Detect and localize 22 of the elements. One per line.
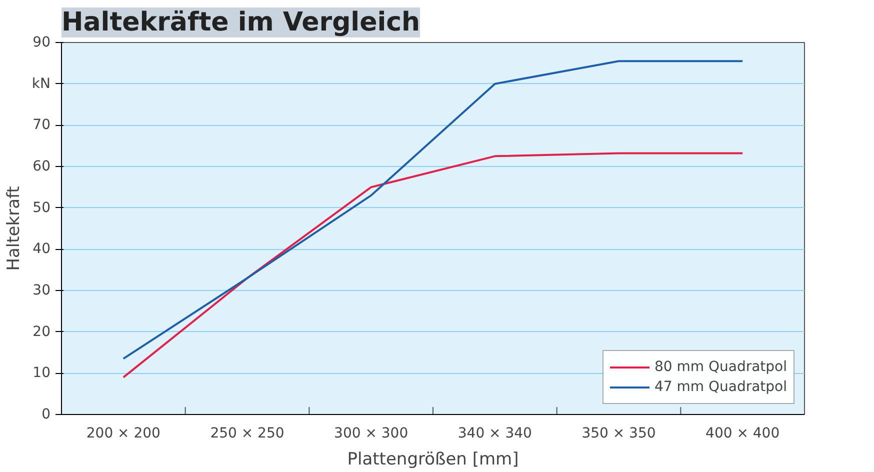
- y-tick-label: 40: [32, 241, 51, 258]
- x-tick-label: 200 × 200: [86, 426, 160, 442]
- y-axis-title: Haltekraft: [4, 186, 24, 271]
- chart-title: Haltekräfte im Vergleich: [62, 8, 420, 38]
- x-tick-label: 300 × 300: [334, 426, 408, 442]
- y-tick-label: 30: [32, 282, 51, 298]
- y-tick-label: 0: [42, 406, 51, 422]
- x-tick-label: 400 × 400: [706, 426, 780, 442]
- y-tick-label: 20: [32, 324, 51, 340]
- y-tick-label: kN: [32, 76, 51, 92]
- line-series: [122, 60, 744, 360]
- x-tick-label: 340 × 340: [458, 426, 532, 442]
- legend-label: 47 mm Quadratpol: [654, 379, 787, 395]
- y-tick-label: 10: [32, 365, 51, 382]
- x-axis-title: Plattengrößen [mm]: [347, 450, 519, 470]
- x-tick-label: 250 × 250: [210, 426, 284, 442]
- y-tick-label: 60: [32, 158, 51, 174]
- y-tick-label: 90: [32, 34, 51, 50]
- legend-label: 80 mm Quadratpol: [654, 359, 787, 375]
- x-tick-label: 350 × 350: [582, 426, 656, 442]
- y-tick-label: 50: [32, 200, 51, 216]
- y-tick-label: 70: [32, 117, 51, 134]
